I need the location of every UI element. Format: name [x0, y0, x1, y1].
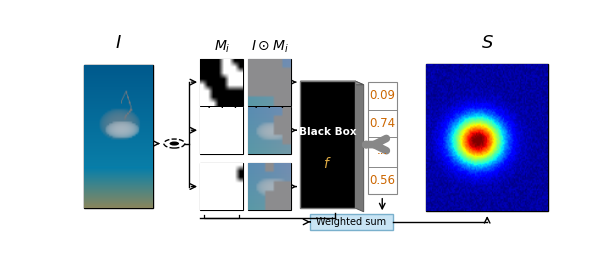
Bar — [300, 81, 355, 208]
Bar — [200, 59, 243, 106]
Bar — [200, 107, 243, 154]
Bar — [84, 65, 153, 208]
Bar — [248, 59, 291, 106]
Text: 0.74: 0.74 — [369, 117, 395, 130]
Bar — [248, 163, 291, 210]
Polygon shape — [355, 81, 363, 212]
Text: I: I — [116, 34, 121, 52]
Text: Black Box: Black Box — [299, 127, 357, 137]
Text: $S$: $S$ — [481, 34, 494, 52]
Bar — [427, 64, 548, 211]
Text: $I \odot M_i$: $I \odot M_i$ — [251, 39, 289, 56]
Bar — [368, 82, 397, 194]
Text: $f$: $f$ — [324, 156, 332, 171]
Text: 0.09: 0.09 — [369, 89, 395, 102]
Bar — [248, 107, 291, 154]
Text: 0.56: 0.56 — [369, 174, 395, 187]
Text: ·  ·  ·: · · · — [254, 101, 285, 115]
Polygon shape — [300, 81, 363, 85]
Circle shape — [169, 142, 179, 146]
Bar — [310, 214, 393, 230]
Text: $M_i$: $M_i$ — [214, 39, 230, 56]
Circle shape — [164, 139, 185, 148]
Bar — [200, 163, 243, 210]
Text: Weighted sum: Weighted sum — [316, 217, 387, 227]
Text: ·  ·  ·: · · · — [206, 101, 237, 115]
Text: ...: ... — [376, 144, 388, 157]
